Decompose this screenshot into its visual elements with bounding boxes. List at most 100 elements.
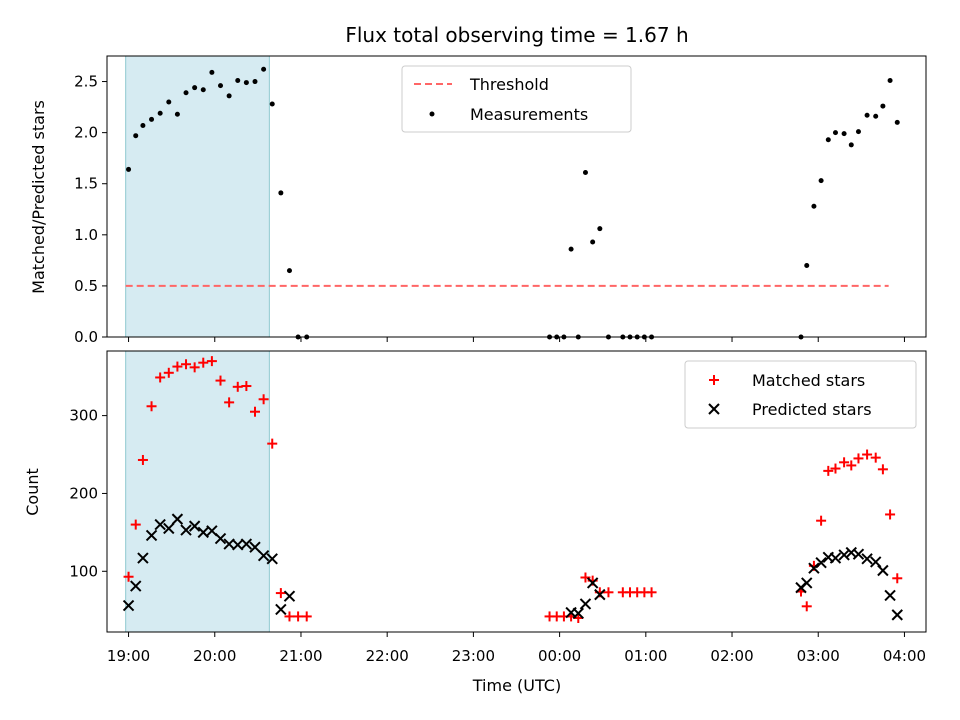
matched-star-point <box>123 571 134 582</box>
measurement-point <box>597 226 603 232</box>
predicted-star-point <box>808 562 820 574</box>
measurement-point <box>235 78 241 84</box>
matched-star-point <box>823 465 834 476</box>
predicted-star-point <box>154 518 166 531</box>
predicted-star-point <box>145 529 158 542</box>
y-tick-label: 300 <box>69 407 98 425</box>
bottom-legend-frame <box>684 360 917 429</box>
matched-star-point <box>816 515 827 526</box>
matched-star-point <box>603 587 614 598</box>
measurement-point <box>887 78 893 84</box>
measurement-point <box>157 110 163 116</box>
top-legend: Threshold Measurements <box>401 65 632 133</box>
matched-star-point <box>885 509 896 520</box>
matched-star-point <box>130 519 141 530</box>
matched-star-point <box>189 362 200 373</box>
predicted-star-point <box>137 552 149 564</box>
bottom-y-axis-label: Count <box>23 468 42 516</box>
measurement-point <box>252 79 258 85</box>
measurement-point <box>855 129 861 135</box>
measurement-point <box>818 178 824 184</box>
bottom-legend: Matched stars Predicted stars <box>684 360 917 429</box>
y-tick-label: 0.0 <box>74 328 98 346</box>
measurement-point <box>243 80 249 86</box>
measurement-point <box>183 90 189 96</box>
matched-star-point <box>172 361 183 372</box>
x-tick-label: 21:00 <box>279 647 322 665</box>
matched-star-point <box>846 460 857 471</box>
top-y-axis-label: Matched/Predicted stars <box>29 100 48 294</box>
x-tick-label: 19:00 <box>107 647 150 665</box>
x-tick-label: 00:00 <box>538 647 581 665</box>
measurement-point <box>825 137 831 143</box>
legend-predicted-swatch <box>708 403 720 415</box>
predicted-star-point <box>197 526 209 539</box>
predicted-star-point <box>891 609 903 621</box>
matched-star-point <box>163 367 174 378</box>
predicted-star-point <box>214 532 227 545</box>
measurement-point <box>209 69 215 75</box>
bottom-shaded-region <box>125 350 270 633</box>
measurement-point <box>848 142 854 148</box>
measurement-point <box>880 103 886 109</box>
measurement-point <box>226 93 232 99</box>
chart-title: Flux total observing time = 1.67 h <box>345 23 688 47</box>
x-tick-label: 20:00 <box>193 647 236 665</box>
matched-star-point <box>249 406 260 417</box>
legend-measurements-swatch <box>429 111 435 117</box>
matched-star-point <box>137 454 148 465</box>
x-tick-label: 04:00 <box>883 647 926 665</box>
predicted-star-point <box>266 553 278 565</box>
measurement-point <box>269 101 275 107</box>
y-tick-label: 2.5 <box>74 73 98 91</box>
measurement-point <box>278 190 284 196</box>
measurement-point <box>261 66 267 72</box>
predicted-star-point <box>586 577 599 589</box>
measurement-point <box>200 87 206 93</box>
x-tick-label: 22:00 <box>366 647 409 665</box>
y-tick-label: 1.0 <box>74 226 98 244</box>
x-tick-label: 02:00 <box>710 647 753 665</box>
predicted-star-point <box>829 552 842 564</box>
measurement-point <box>166 99 172 105</box>
measurement-point <box>218 83 224 89</box>
matched-star-point <box>267 438 278 449</box>
matched-star-point <box>258 394 269 405</box>
matched-star-point <box>892 573 903 584</box>
x-tick-label: 03:00 <box>797 647 840 665</box>
matched-star-point <box>181 359 192 370</box>
matched-star-point <box>215 375 226 386</box>
matched-star-point <box>224 397 235 408</box>
predicted-star-point <box>163 522 175 535</box>
predicted-star-point <box>815 557 827 569</box>
measurement-point <box>864 112 870 118</box>
legend-measurements-label: Measurements <box>470 105 588 124</box>
y-tick-label: 0.5 <box>74 277 98 295</box>
matched-star-point <box>853 453 864 464</box>
predicted-star-point <box>122 599 135 612</box>
matched-star-point <box>870 452 881 463</box>
measurement-point <box>133 133 139 139</box>
predicted-star-point <box>171 513 184 525</box>
predicted-star-point <box>877 564 889 577</box>
legend-predicted-label: Predicted stars <box>752 400 872 419</box>
predicted-star-point <box>180 524 192 536</box>
predicted-star-point <box>579 598 592 610</box>
measurement-point <box>174 111 180 117</box>
measurement-point <box>894 119 900 125</box>
matched-star-point <box>232 381 243 392</box>
matched-star-point <box>877 464 888 475</box>
predicted-star-point <box>594 588 606 601</box>
predicted-star-point <box>884 589 896 602</box>
measurement-point <box>582 169 588 175</box>
top-x-ticks <box>128 337 905 342</box>
y-tick-label: 100 <box>69 562 98 580</box>
matched-star-point <box>580 572 591 583</box>
predicted-star-point <box>283 590 296 602</box>
matched-star-point <box>155 372 166 383</box>
bottom-y-axis: 100 200 300 <box>69 407 107 580</box>
measurement-point <box>841 131 847 137</box>
matched-star-point <box>801 601 812 612</box>
x-tick-label: 01:00 <box>624 647 667 665</box>
predicted-star-point <box>130 580 142 592</box>
